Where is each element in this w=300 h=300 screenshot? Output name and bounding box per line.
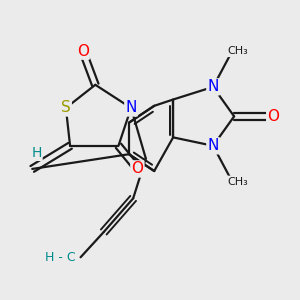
Text: O: O — [77, 44, 89, 59]
Text: O: O — [267, 109, 279, 124]
Text: CH₃: CH₃ — [227, 46, 248, 56]
Text: N: N — [125, 100, 137, 116]
Text: O: O — [131, 161, 143, 176]
Text: H: H — [31, 146, 42, 160]
Text: N: N — [207, 138, 219, 153]
Text: H - C: H - C — [45, 251, 76, 264]
Text: S: S — [61, 100, 71, 116]
Text: N: N — [207, 80, 219, 94]
Text: CH₃: CH₃ — [227, 176, 248, 187]
